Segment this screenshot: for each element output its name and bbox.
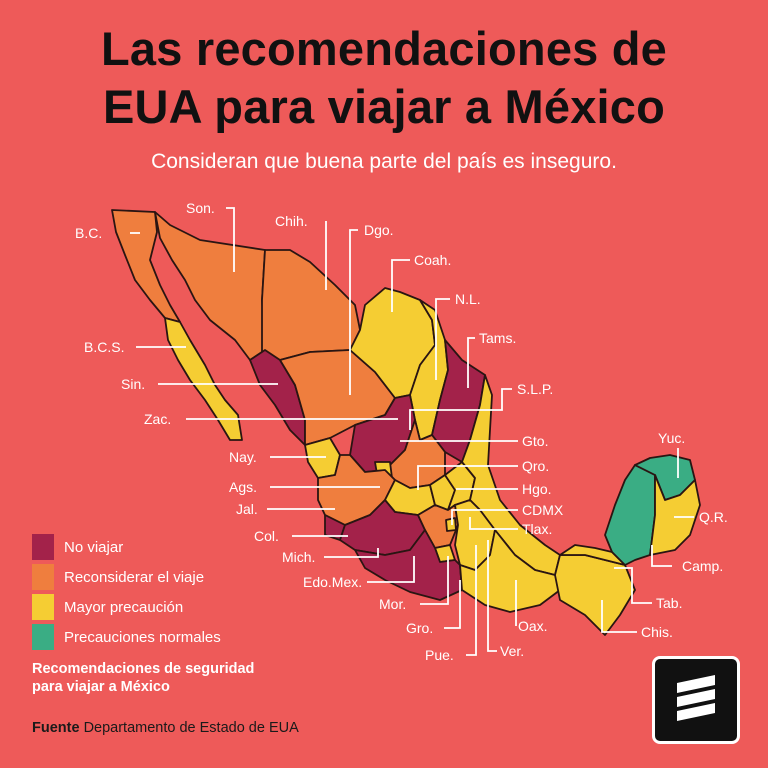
label-slp: S.L.P. [517, 381, 553, 397]
label-mor: Mor. [379, 596, 406, 612]
title-line-2: EUA para viajar a México [102, 80, 666, 133]
label-nl: N.L. [455, 291, 481, 307]
legend-item-normales: Precauciones normales [32, 624, 221, 650]
label-zac: Zac. [144, 411, 171, 427]
legend-label-mayor-precaucion: Mayor precaución [64, 598, 184, 616]
legend-swatch-mayor-precaucion [32, 594, 54, 620]
label-qro: Qro. [522, 458, 549, 474]
label-jal: Jal. [236, 501, 258, 517]
legend-label-no-viajar: No viajar [64, 538, 124, 556]
label-dgo: Dgo. [364, 222, 394, 238]
label-camp: Camp. [682, 558, 723, 574]
label-tlax: Tlax. [522, 521, 552, 537]
legend-item-no-viajar: No viajar [32, 534, 123, 560]
legend-caption-line-2: para viajar a México [32, 679, 170, 695]
page-title: Las recomendaciones de EUA para viajar a… [0, 20, 768, 136]
legend-label-reconsiderar: Reconsiderar el viaje [64, 568, 205, 586]
legend-caption: Recomendaciones de seguridad para viajar… [32, 660, 254, 696]
state-nay [304, 437, 341, 479]
title-line-1: Las recomendaciones de [100, 22, 667, 75]
label-tams: Tams. [479, 330, 516, 346]
source-text: Departamento de Estado de EUA [83, 720, 299, 736]
state-qr [649, 474, 701, 556]
state-cdmx [445, 517, 457, 532]
label-col: Col. [254, 528, 279, 544]
label-bcs: B.C.S. [84, 339, 124, 355]
label-pue: Pue. [425, 647, 454, 663]
leader-lines [130, 207, 694, 656]
state-chis [554, 554, 636, 636]
label-coah: Coah. [414, 252, 451, 268]
label-yuc: Yuc. [658, 430, 685, 446]
label-gro: Gro. [406, 620, 433, 636]
source-label: Fuente [32, 720, 80, 736]
label-nay: Nay. [229, 449, 257, 465]
label-tab: Tab. [656, 595, 682, 611]
legend-swatch-normales [32, 624, 54, 650]
legend-item-reconsiderar: Reconsiderar el viaje [32, 564, 204, 590]
subtitle: Consideran que buena parte del país es i… [151, 150, 617, 173]
label-chih: Chih. [275, 213, 308, 229]
label-hgo: Hgo. [522, 481, 552, 497]
label-sin: Sin. [121, 376, 145, 392]
state-bcs [164, 317, 243, 441]
label-cdmx: CDMX [522, 502, 564, 518]
label-mich: Mich. [282, 549, 315, 565]
state-chih [261, 249, 361, 361]
legend-caption-line-1: Recomendaciones de seguridad [32, 661, 255, 677]
logo-mark-icon [677, 675, 715, 721]
legend-swatch-no-viajar [32, 534, 54, 560]
publisher-logo-icon [652, 656, 740, 744]
state-camp [604, 464, 656, 566]
label-ver: Ver. [500, 643, 524, 659]
legend-swatch-reconsiderar [32, 564, 54, 590]
label-ags: Ags. [229, 479, 257, 495]
legend-label-normales: Precauciones normales [64, 628, 221, 646]
label-son: Son. [186, 200, 215, 216]
label-chis: Chis. [641, 624, 673, 640]
label-edomex: Edo.Mex. [303, 574, 362, 590]
legend-item-mayor-precaucion: Mayor precaución [32, 594, 183, 620]
source-credit: Fuente Departamento de Estado de EUA [32, 720, 299, 736]
label-qr: Q.R. [699, 509, 728, 525]
state-son [154, 211, 266, 361]
label-bc: B.C. [75, 225, 102, 241]
label-gto: Gto. [522, 433, 548, 449]
label-oax: Oax. [518, 618, 548, 634]
